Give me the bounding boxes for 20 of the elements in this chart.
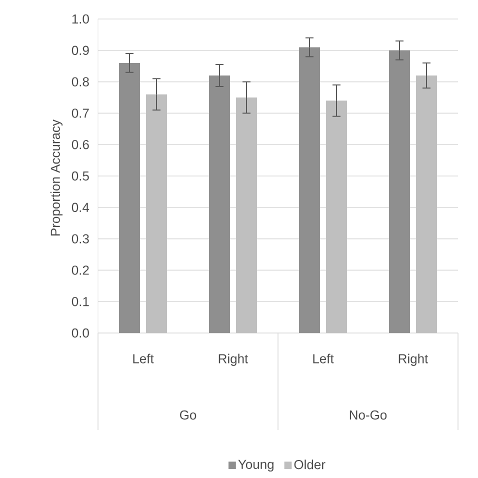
- legend-label: Older: [294, 460, 326, 470]
- y-tick-label: 0.6: [72, 140, 89, 150]
- x-tick-label: Right: [398, 354, 428, 366]
- y-tick-label: 0.1: [72, 296, 89, 306]
- text: No-Go: [350, 410, 387, 420]
- x-tick-label: Left: [313, 354, 334, 364]
- y-tick-label: 1.0: [72, 14, 89, 24]
- x-tick-label: Right: [218, 354, 248, 366]
- y-tick-label: 0.4: [72, 202, 90, 212]
- x-tick-label: Left: [133, 354, 154, 364]
- y-tick-label: 0.5: [72, 171, 89, 181]
- text: Go: [180, 410, 196, 420]
- y-tick-label: 0.2: [72, 266, 89, 275]
- y-tick-label: 0.0: [72, 328, 89, 338]
- y-axis-title: Proportion Accuracy: [50, 120, 63, 236]
- y-tick-label: 0.3: [72, 234, 89, 244]
- y-tick-label: 0.9: [72, 46, 89, 55]
- y-tick-label: 0.8: [72, 77, 89, 86]
- y-tick-label: 0.7: [72, 108, 89, 118]
- legend-label: Young: [238, 460, 274, 472]
